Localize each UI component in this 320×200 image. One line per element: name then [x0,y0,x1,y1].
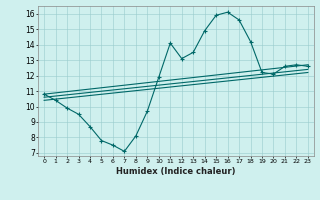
X-axis label: Humidex (Indice chaleur): Humidex (Indice chaleur) [116,167,236,176]
